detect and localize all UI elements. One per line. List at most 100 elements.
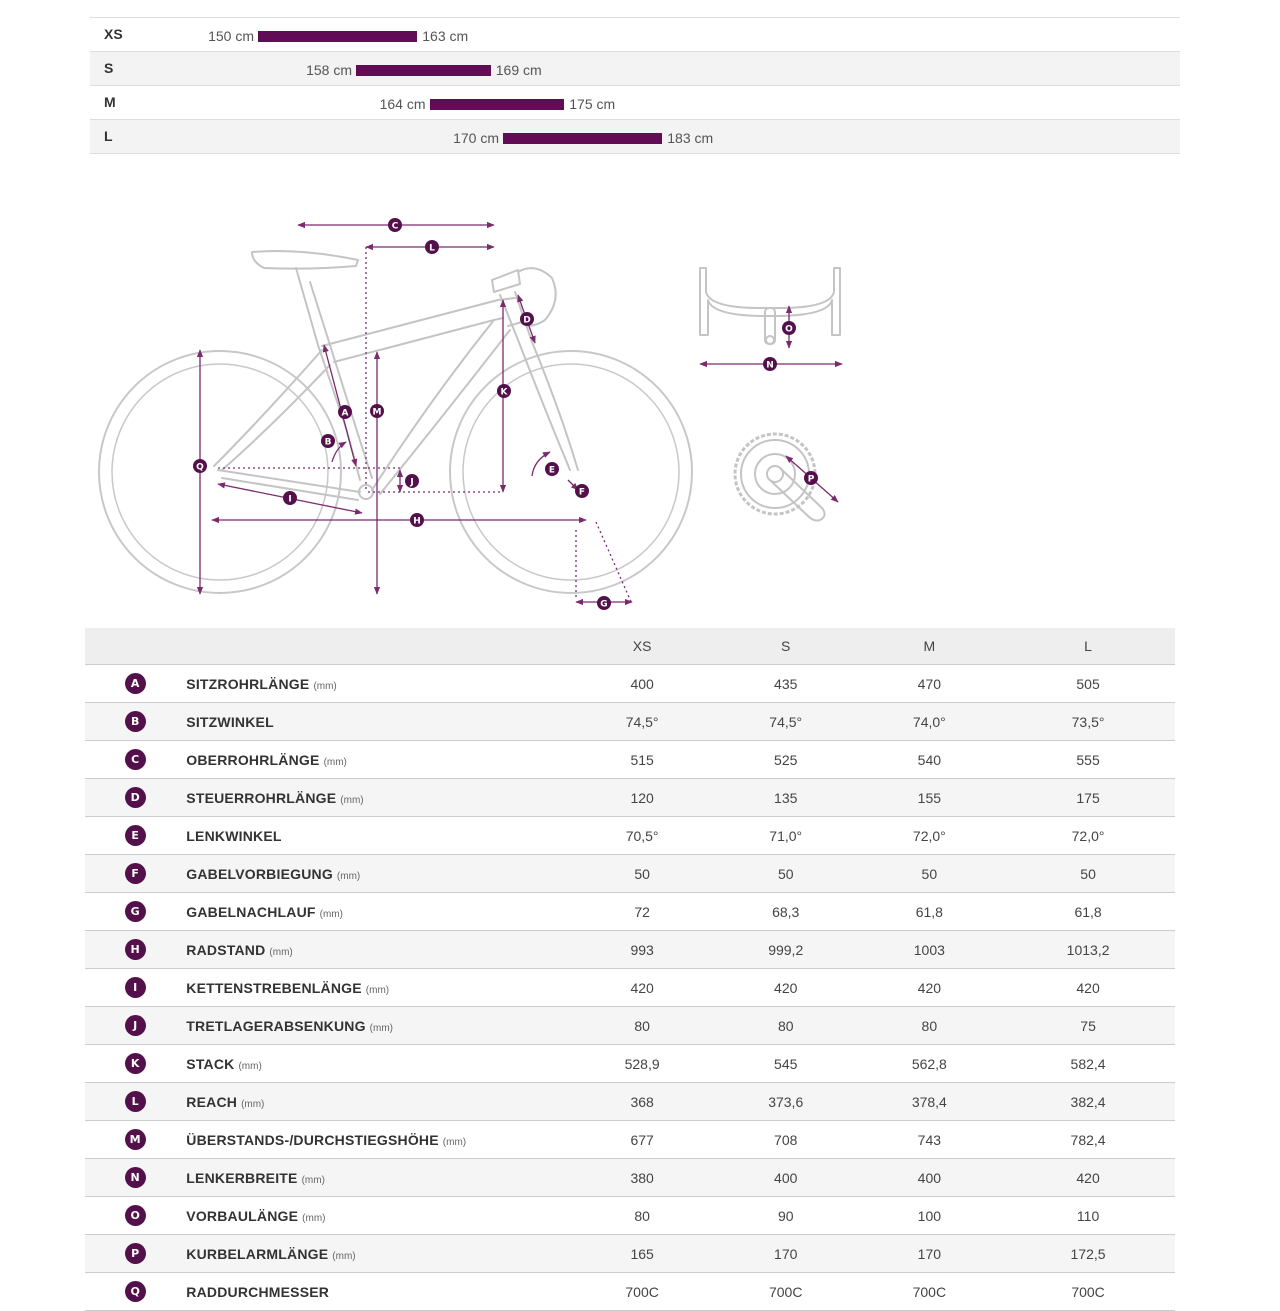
- row-label-cell: LENKWINKEL: [185, 816, 571, 855]
- row-label-cell: RADDURCHMESSER: [185, 1272, 571, 1311]
- measure-label: RADSTAND: [186, 941, 266, 958]
- measure-unit: (mm): [332, 1250, 356, 1262]
- measure-value: 68,3: [713, 892, 858, 931]
- header-size-l: L: [1001, 628, 1175, 665]
- measure-value: 165: [570, 1234, 714, 1273]
- diagram-badge-letter: L: [429, 244, 435, 254]
- row-badge-cell: Q: [85, 1272, 186, 1311]
- measure-value: 50: [713, 854, 858, 893]
- diagram-badge-circle: [321, 434, 335, 448]
- diagram-badge-circle: [410, 513, 424, 527]
- row-badge-cell: L: [85, 1082, 186, 1121]
- measure-label: RADDURCHMESSER: [186, 1283, 330, 1300]
- measure-label: TRETLAGERABSENKUNG: [186, 1017, 366, 1034]
- row-label-cell: GABELNACHLAUF (mm): [185, 892, 571, 931]
- measure-value: 61,8: [1001, 892, 1175, 931]
- measure-unit: (mm): [319, 908, 343, 920]
- diagram-badge-letter: M: [373, 408, 382, 418]
- header-blank: [185, 628, 571, 665]
- row-badge-cell: B: [85, 702, 186, 741]
- size-max-height: 169 cm: [495, 62, 542, 78]
- measure-letter-badge: N: [124, 1167, 146, 1188]
- header-size-m: M: [857, 628, 1002, 665]
- measure-value: 72,0°: [857, 816, 1002, 855]
- measure-value: 677: [570, 1120, 714, 1159]
- measure-value: 400: [570, 664, 714, 703]
- size-range-bar: [258, 31, 418, 42]
- diagram-badge-letter: E: [549, 466, 555, 476]
- diagram-badge-letter: O: [785, 325, 793, 335]
- geometry-row: D STEUERROHRLÄNGE (mm) 120 135 155 175: [85, 778, 1175, 817]
- diagram-badge-circle: [497, 384, 511, 398]
- measure-letter-badge: E: [124, 825, 146, 846]
- measure-value: 71,0°: [713, 816, 858, 855]
- measure-value: 50: [1001, 854, 1175, 893]
- measure-value: 540: [857, 740, 1002, 779]
- measure-value: 135: [713, 778, 858, 817]
- measure-value: 75: [1001, 1006, 1175, 1045]
- measure-unit: (mm): [269, 946, 293, 958]
- measure-unit: (mm): [323, 756, 347, 768]
- measure-value: 382,4: [1001, 1082, 1175, 1121]
- row-label-cell: KETTENSTREBENLÄNGE (mm): [185, 968, 571, 1007]
- handlebar-detail: [699, 267, 841, 345]
- measure-letter-badge: G: [124, 901, 146, 922]
- measure-value: 50: [857, 854, 1002, 893]
- measure-letter-badge: K: [124, 1053, 146, 1074]
- measure-label: STACK: [186, 1055, 235, 1072]
- measure-label: LENKWINKEL: [186, 827, 282, 844]
- measure-value: 378,4: [857, 1082, 1002, 1121]
- row-label-cell: LENKERBREITE (mm): [185, 1158, 571, 1197]
- diagram-badge-circle: [283, 491, 297, 505]
- size-min-height: 170 cm: [453, 130, 499, 146]
- measure-value: 72: [570, 892, 714, 931]
- measure-value: 782,4: [1001, 1120, 1175, 1159]
- row-badge-cell: O: [85, 1196, 186, 1235]
- size-range-row: M 164 cm 175 cm: [90, 85, 1180, 119]
- size-max-height: 175 cm: [569, 96, 616, 112]
- rear-wheel: [98, 350, 342, 594]
- measure-value: 525: [713, 740, 858, 779]
- diagram-badge-letter: P: [808, 475, 815, 485]
- measure-value: 110: [1001, 1196, 1175, 1235]
- row-label-cell: ÜBERSTANDS-/DURCHSTIEGSHÖHE (mm): [185, 1120, 571, 1159]
- row-badge-cell: E: [85, 816, 186, 855]
- measure-value: 700C: [713, 1272, 858, 1311]
- measure-value: 80: [857, 1006, 1002, 1045]
- geometry-row: M ÜBERSTANDS-/DURCHSTIEGSHÖHE (mm) 677 708 74…: [85, 1120, 1175, 1159]
- measure-value: 1003: [857, 930, 1002, 969]
- diagram-badge-circle: [425, 240, 439, 254]
- diagram-badge-letter: J: [409, 478, 413, 488]
- measure-label: ÜBERSTANDS-/DURCHSTIEGSHÖHE: [186, 1131, 439, 1148]
- measure-value: 155: [857, 778, 1002, 817]
- row-badge-cell: F: [85, 854, 186, 893]
- measure-unit: (mm): [313, 680, 337, 692]
- measure-value: 999,2: [713, 930, 858, 969]
- measure-value: 74,0°: [857, 702, 1002, 741]
- measure-unit: (mm): [302, 1212, 326, 1224]
- measure-value: 545: [713, 1044, 858, 1083]
- row-badge-cell: M: [85, 1120, 186, 1159]
- measure-value: 72,0°: [1001, 816, 1175, 855]
- diagram-badge-letter: D: [523, 316, 530, 326]
- measure-value: 74,5°: [713, 702, 858, 741]
- measure-value: 420: [1001, 1158, 1175, 1197]
- measure-unit: (mm): [301, 1174, 325, 1186]
- diagram-badge-letter: H: [413, 517, 421, 527]
- row-label-cell: SITZROHRLÄNGE (mm): [185, 664, 571, 703]
- measure-value: 400: [713, 1158, 858, 1197]
- diagram-badge-letter: F: [579, 488, 585, 498]
- size-min-height: 150 cm: [208, 28, 254, 44]
- bike-frame: [213, 250, 579, 501]
- row-label-cell: RADSTAND (mm): [185, 930, 571, 969]
- measure-label: SITZWINKEL: [186, 713, 274, 730]
- row-badge-cell: G: [85, 892, 186, 931]
- measure-label: LENKERBREITE: [186, 1169, 298, 1186]
- row-badge-cell: P: [85, 1234, 186, 1273]
- diagram-badge-letter: Q: [196, 463, 204, 473]
- measure-letter-badge: L: [124, 1091, 146, 1112]
- size-label: M: [104, 94, 116, 110]
- measure-value: 368: [570, 1082, 714, 1121]
- diagram-badge-circle: [804, 471, 818, 485]
- geometry-row: F GABELVORBIEGUNG (mm) 50 50 50 50: [85, 854, 1175, 893]
